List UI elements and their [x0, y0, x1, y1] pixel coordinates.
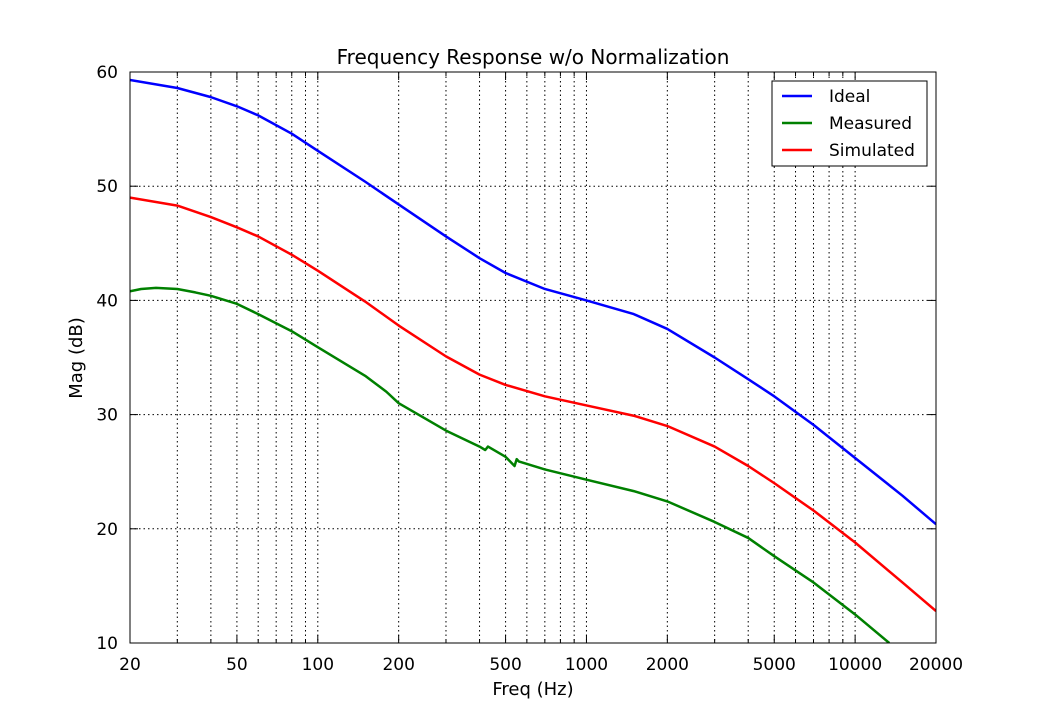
x-tick-label: 10000: [828, 655, 882, 675]
x-tick-label: 1000: [565, 655, 608, 675]
series-line-simulated: [130, 196, 936, 612]
x-tick-label: 50: [226, 655, 248, 675]
plot-frame: [129, 71, 937, 644]
x-tick-label: 200: [382, 655, 414, 675]
x-tick-label: 20: [119, 655, 141, 675]
grid-layer: [130, 72, 936, 643]
series-line-measured: [130, 286, 891, 643]
x-tick-label: 20000: [909, 655, 963, 675]
x-axis-label: Freq (Hz): [492, 679, 573, 700]
y-tick-label: 20: [96, 520, 118, 540]
x-tick-label: 5000: [753, 655, 796, 675]
legend-label-ideal: Ideal: [829, 87, 870, 107]
tick-layer: 20 50 100 200 500 1000 2000 5000 10000 2000010203…: [96, 63, 963, 675]
x-tick-label: 100: [302, 655, 334, 675]
y-tick-label: 60: [96, 63, 118, 83]
legend: Ideal Measured Simulated: [771, 80, 928, 167]
y-tick-label: 30: [96, 406, 118, 426]
y-tick-label: 10: [96, 634, 118, 654]
legend-label-measured: Measured: [829, 114, 912, 134]
series-line-ideal: [130, 78, 936, 526]
y-tick-label: 50: [96, 177, 118, 197]
y-axis-label: Mag (dB): [66, 317, 87, 399]
x-tick-label: 500: [489, 655, 521, 675]
x-tick-label: 2000: [646, 655, 689, 675]
legend-label-simulated: Simulated: [829, 141, 915, 161]
y-tick-label: 40: [96, 291, 118, 311]
series-layer: [130, 78, 936, 643]
chart-title: Frequency Response w/o Normalization: [337, 45, 730, 69]
